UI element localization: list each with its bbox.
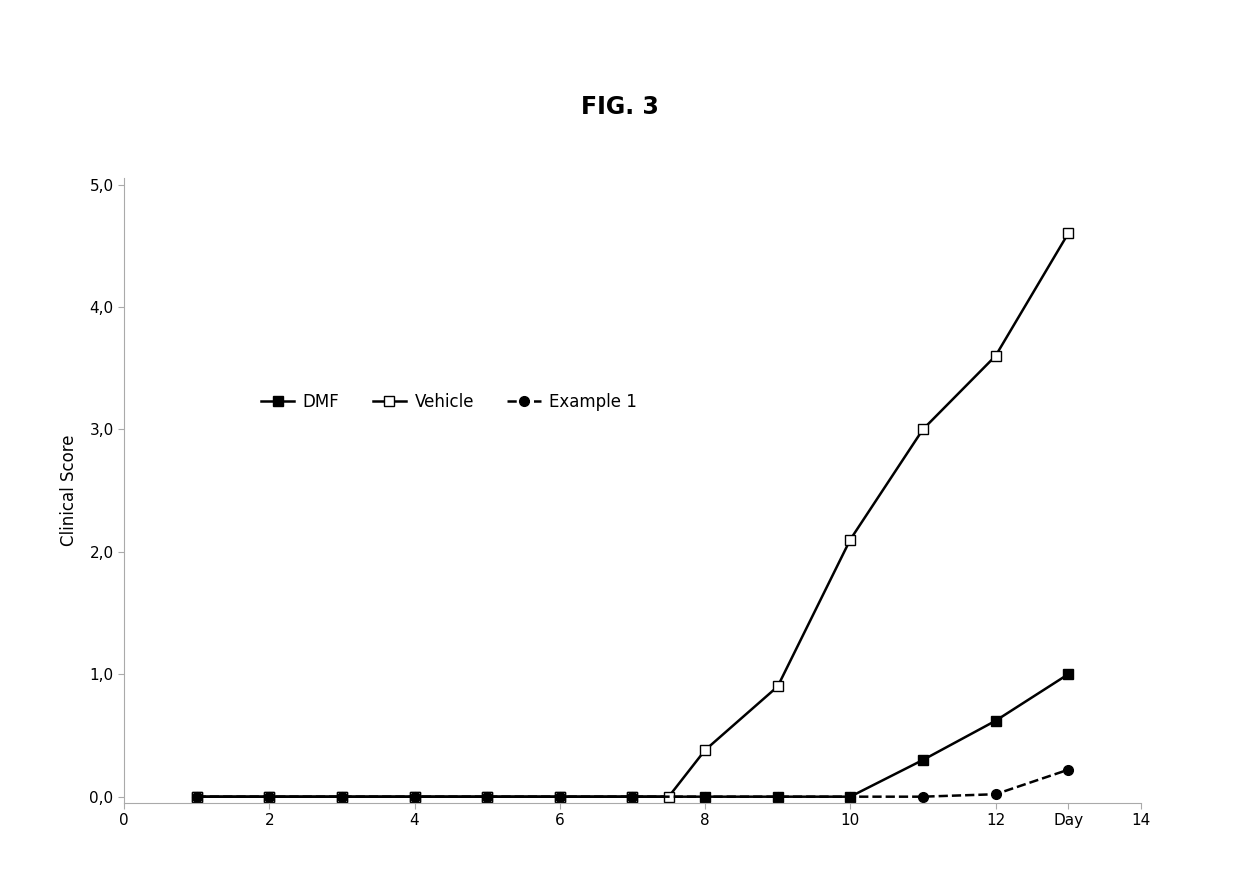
Example 1 — [698, 791, 713, 802]
Vehicle — [661, 791, 676, 802]
Vehicle — [262, 791, 277, 802]
DMF — [625, 791, 640, 802]
Example 1 — [988, 789, 1003, 799]
Line: Example 1: Example 1 — [192, 764, 1073, 802]
DMF — [915, 755, 930, 765]
Example 1 — [480, 791, 495, 802]
Example 1 — [552, 791, 567, 802]
Vehicle — [770, 681, 785, 692]
DMF — [480, 791, 495, 802]
DMF — [552, 791, 567, 802]
Vehicle — [407, 791, 422, 802]
Example 1 — [843, 791, 858, 802]
Vehicle — [335, 791, 350, 802]
DMF — [262, 791, 277, 802]
Example 1 — [1060, 764, 1075, 775]
DMF — [190, 791, 205, 802]
DMF — [1060, 669, 1075, 680]
Y-axis label: Clinical Score: Clinical Score — [61, 435, 78, 546]
Vehicle — [698, 745, 713, 756]
Vehicle — [625, 791, 640, 802]
DMF — [407, 791, 422, 802]
Legend: DMF, Vehicle, Example 1: DMF, Vehicle, Example 1 — [254, 386, 644, 417]
Vehicle — [915, 424, 930, 434]
Vehicle — [480, 791, 495, 802]
Vehicle — [843, 534, 858, 545]
Vehicle — [988, 351, 1003, 361]
Example 1 — [407, 791, 422, 802]
DMF — [698, 791, 713, 802]
Example 1 — [262, 791, 277, 802]
Vehicle — [190, 791, 205, 802]
Line: DMF: DMF — [192, 669, 1073, 802]
Example 1 — [190, 791, 205, 802]
Vehicle — [1060, 228, 1075, 239]
Line: Vehicle: Vehicle — [192, 228, 1073, 802]
Example 1 — [770, 791, 785, 802]
DMF — [770, 791, 785, 802]
Vehicle — [552, 791, 567, 802]
Example 1 — [915, 791, 930, 802]
DMF — [335, 791, 350, 802]
Text: FIG. 3: FIG. 3 — [582, 95, 658, 119]
Example 1 — [335, 791, 350, 802]
DMF — [988, 715, 1003, 726]
Example 1 — [625, 791, 640, 802]
DMF — [843, 791, 858, 802]
